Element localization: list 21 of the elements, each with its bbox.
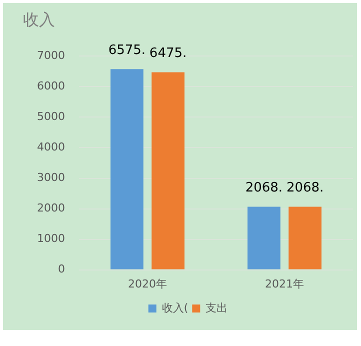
bar: [152, 72, 184, 270]
data-label: 6475.: [149, 46, 187, 62]
data-label: 6575.: [108, 43, 146, 58]
data-label: 2068.: [286, 180, 324, 196]
bar: [110, 69, 144, 270]
y-tick-label: 6000: [36, 80, 65, 93]
y-tick-label: 2000: [36, 202, 65, 215]
data-label: 2068.: [245, 180, 283, 196]
x-tick-label: 2020年: [128, 277, 167, 290]
legend-label: 收入(: [162, 301, 188, 314]
bar: [248, 206, 280, 270]
y-tick-label: 0: [58, 262, 65, 276]
y-tick-label: 7000: [36, 49, 65, 62]
y-tick-label: 5000: [36, 110, 65, 124]
chart-title: 收入: [23, 10, 55, 29]
legend-label: 支出: [206, 301, 228, 314]
y-tick-label: 4000: [36, 140, 65, 154]
bar: [288, 206, 322, 270]
x-tick-label: 2021年: [265, 277, 304, 290]
y-tick-label: 3000: [36, 171, 65, 184]
y-tick-label: 1000: [36, 232, 65, 246]
